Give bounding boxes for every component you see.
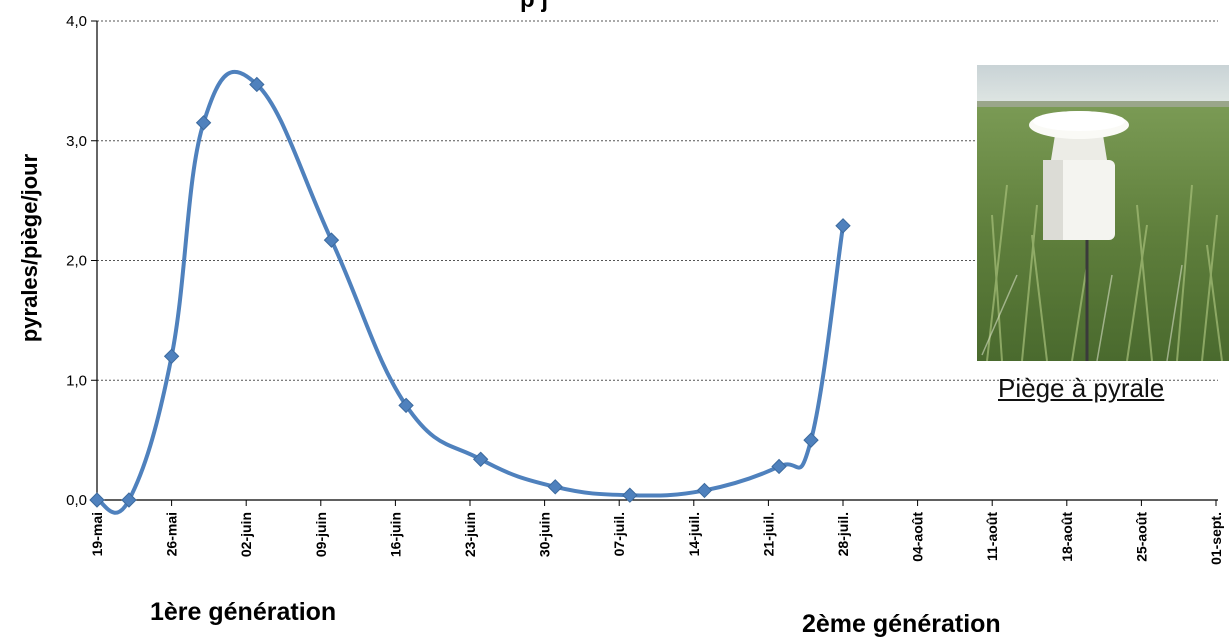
x-tick-label: 28-juil. (835, 512, 851, 556)
data-point (323, 232, 340, 248)
first-generation-label: 1ère génération (150, 598, 337, 626)
data-point (547, 479, 563, 495)
chart-title-fragment: p j (520, 0, 548, 14)
x-tick-label: 18-août (1059, 512, 1075, 562)
y-tick-labels: 0,0 1,0 2,0 3,0 4,0 (66, 13, 87, 509)
data-point (803, 432, 819, 448)
data-point (835, 218, 851, 234)
data-point (696, 482, 713, 499)
x-tick-labels: 19-mai 26-mai 02-juin 09-juin 16-juin 23-juin… (89, 512, 1224, 565)
data-point (771, 458, 787, 475)
data-point (195, 115, 212, 131)
x-tick-label: 30-juin (537, 512, 553, 557)
y-tick-label: 1,0 (66, 372, 87, 389)
series-line (96, 69, 845, 515)
x-tick-label: 19-mai (89, 512, 105, 556)
x-tick-label: 02-juin (238, 512, 254, 557)
x-tick-label: 09-juin (313, 512, 329, 557)
trap-photo (977, 65, 1229, 361)
data-point (249, 76, 265, 93)
x-tick-label: 11-août (984, 512, 1000, 561)
y-axis-label: pyrales/piège/jour (17, 153, 42, 343)
data-point (398, 397, 414, 414)
x-tick-label: 21-juil. (760, 512, 776, 556)
x-tick-label: 16-juin (387, 512, 403, 557)
y-tick-label: 3,0 (66, 133, 87, 150)
axes (96, 21, 1218, 506)
y-tick-label: 0,0 (66, 492, 87, 509)
x-tick-label: 23-juin (462, 512, 478, 557)
x-tick-label: 07-juil. (611, 512, 627, 556)
photo-caption: Piège à pyrale (998, 373, 1165, 403)
x-tick-label: 04-août (910, 512, 926, 562)
data-point (121, 492, 137, 508)
x-tick-label: 25-août (1133, 512, 1149, 562)
x-tick-label: 14-juil. (686, 512, 702, 556)
data-point (472, 451, 489, 467)
data-point (89, 492, 105, 508)
x-tick-label: 01-sept. (1208, 512, 1224, 565)
y-tick-label: 2,0 (66, 253, 87, 270)
y-tick-label: 4,0 (66, 13, 87, 30)
series-markers (89, 76, 851, 508)
second-generation-label: 2ème génération (802, 610, 1001, 638)
data-point (163, 348, 180, 365)
data-point (622, 487, 638, 503)
x-tick-label: 26-mai (164, 512, 180, 556)
